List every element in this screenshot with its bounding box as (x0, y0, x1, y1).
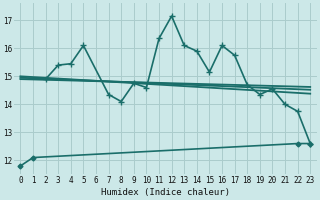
X-axis label: Humidex (Indice chaleur): Humidex (Indice chaleur) (101, 188, 230, 197)
